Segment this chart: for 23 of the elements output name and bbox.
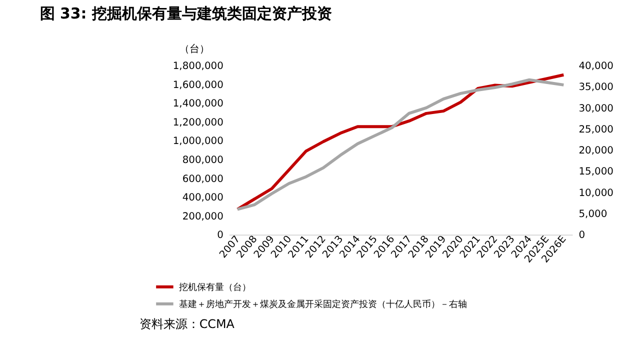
y2-tick-label: 15,000	[578, 166, 614, 178]
y-tick-label: 1,600,000	[172, 80, 224, 91]
y-tick-label: 600,000	[182, 174, 224, 185]
y-tick-label: 800,000	[182, 154, 224, 166]
y-tick-label: 1,000,000	[172, 136, 224, 148]
y2-tick-label: 10,000	[578, 188, 614, 199]
y2-tick-label: 25,000	[578, 124, 614, 136]
legend-label: 基建＋房地产开发＋煤炭及金属开采固定资产投资（十亿人民币）－右轴	[179, 298, 468, 310]
y-axis-title: （台）	[180, 43, 210, 56]
y-tick-label: 200,000	[182, 211, 224, 222]
y2-tick-label: 0	[578, 230, 586, 242]
y-tick-label: 1,200,000	[172, 117, 224, 128]
y-tick-label: 1,800,000	[172, 60, 224, 72]
chart-title: 图 33: 挖掘机保有量与建筑类固定资产投资	[40, 4, 332, 23]
y2-tick-label: 40,000	[578, 60, 614, 72]
y-tick-label: 1,400,000	[172, 98, 224, 110]
y-tick-label: 400,000	[182, 192, 224, 204]
y2-tick-label: 30,000	[578, 103, 614, 114]
y2-tick-label: 35,000	[578, 82, 614, 94]
legend-label: 挖机保有量（台）	[179, 282, 252, 293]
y2-tick-label: 5,000	[578, 209, 608, 220]
y2-tick-label: 20,000	[578, 146, 614, 157]
text: 资料来源：CCMA	[139, 317, 236, 332]
